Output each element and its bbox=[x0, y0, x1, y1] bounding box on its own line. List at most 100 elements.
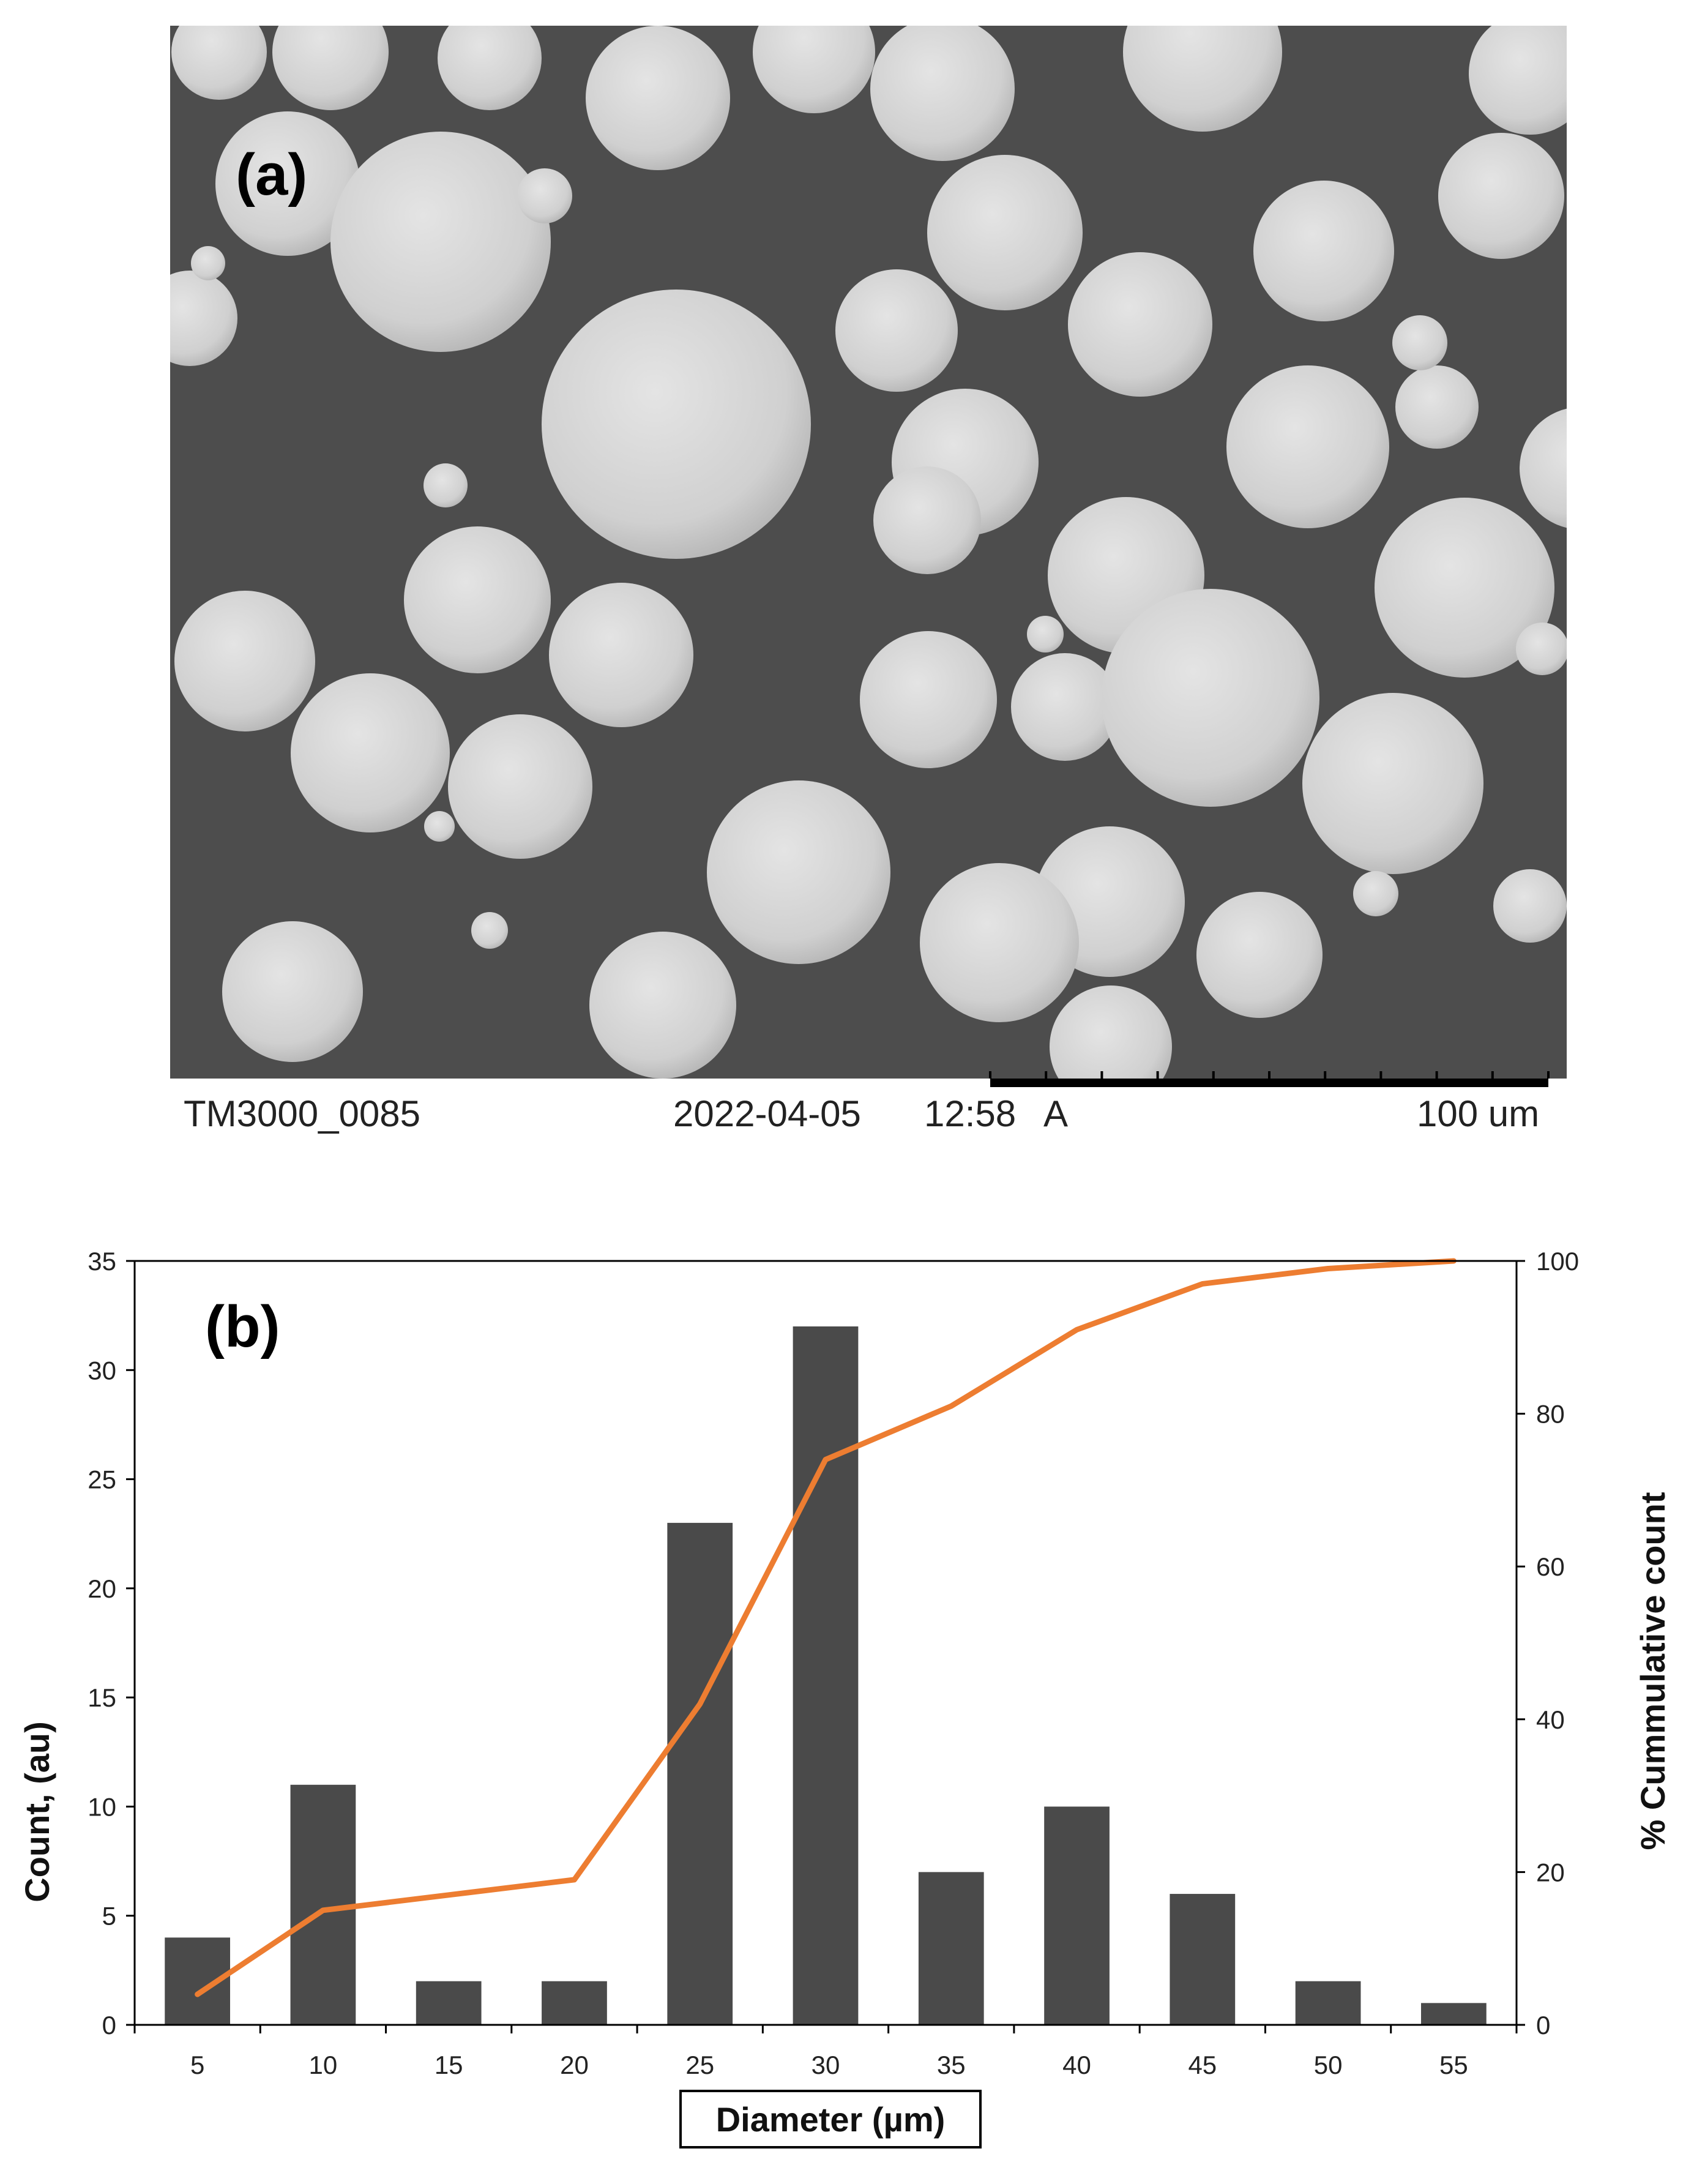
powder-particle bbox=[835, 269, 958, 392]
powder-particle bbox=[586, 26, 730, 170]
x-tick-label: 35 bbox=[937, 2051, 966, 2079]
powder-particle bbox=[1102, 589, 1319, 807]
y-tick-label: 10 bbox=[88, 1792, 116, 1821]
y2-tick-label: 100 bbox=[1536, 1247, 1579, 1276]
y-tick-label: 20 bbox=[88, 1574, 116, 1603]
bar-10 bbox=[290, 1784, 356, 2025]
y2-tick-label: 20 bbox=[1536, 1858, 1565, 1887]
sem-info-date: 2022-04-05 bbox=[673, 1093, 861, 1134]
powder-particle bbox=[1469, 26, 1567, 135]
powder-particle bbox=[1226, 365, 1389, 528]
powder-particle bbox=[171, 26, 267, 100]
powder-particle bbox=[1520, 408, 1567, 528]
powder-particle bbox=[170, 271, 237, 366]
y2-tick-label: 60 bbox=[1536, 1552, 1565, 1581]
sem-info-mode: A bbox=[1043, 1093, 1069, 1134]
y-tick-label: 35 bbox=[88, 1247, 116, 1276]
y-tick-label: 25 bbox=[88, 1465, 116, 1494]
powder-particle bbox=[438, 26, 542, 110]
powder-particle bbox=[174, 591, 315, 731]
powder-particle bbox=[424, 463, 468, 507]
powder-particle bbox=[1353, 871, 1398, 916]
powder-particle bbox=[589, 932, 736, 1079]
x-tick-label: 45 bbox=[1188, 2051, 1217, 2079]
powder-particle bbox=[1050, 985, 1172, 1079]
powder-particle bbox=[1027, 616, 1064, 653]
powder-particle bbox=[191, 246, 225, 280]
chart-axes bbox=[133, 1260, 1518, 2026]
scale-bar bbox=[990, 1079, 1548, 1087]
y-tick-label: 30 bbox=[88, 1356, 116, 1385]
bar-50 bbox=[1295, 1981, 1361, 2025]
powder-particle bbox=[1011, 653, 1119, 761]
chart-ticks: 0 5 10 15 20 25 30 35 0 20 40 60 80 100 5 10 15 20 25 30 35 4… bbox=[88, 1247, 1579, 2079]
y-tick-label: 0 bbox=[102, 2011, 116, 2040]
powder-particle bbox=[1253, 181, 1394, 321]
powder-particle bbox=[1068, 252, 1212, 397]
powder-particle bbox=[222, 921, 363, 1062]
powder-particle bbox=[1493, 869, 1567, 943]
y-tick-label: 15 bbox=[88, 1683, 116, 1712]
sem-particles bbox=[170, 26, 1567, 1079]
y-axis-title: Count, (au) bbox=[18, 1721, 56, 1902]
scale-bar-label: 100 um bbox=[1417, 1093, 1540, 1134]
x-tick-label: 55 bbox=[1439, 2051, 1468, 2079]
bar-55 bbox=[1420, 2003, 1487, 2025]
x-tick-label: 15 bbox=[435, 2051, 463, 2079]
scale-bar-ticks bbox=[989, 1071, 1550, 1079]
powder-particle bbox=[920, 863, 1079, 1022]
cumulative-line bbox=[195, 1258, 1457, 1997]
x-axis-title-box bbox=[679, 2090, 982, 2148]
bar-25 bbox=[667, 1522, 733, 2025]
powder-particle bbox=[542, 290, 811, 559]
x-tick-label: 10 bbox=[309, 2051, 338, 2079]
sem-panel: (a) TM3000_0085 2022-04-05 12:58 A 100 u… bbox=[170, 26, 1567, 1134]
bar-35 bbox=[918, 1872, 984, 2025]
chart-panel: 0 5 10 15 20 25 30 35 0 20 40 60 80 100 5 10 15 20 25 30 35 4… bbox=[0, 1200, 1694, 2184]
y-tick-label: 5 bbox=[102, 1902, 116, 1931]
bar-15 bbox=[416, 1981, 482, 2025]
powder-particle bbox=[1395, 365, 1479, 449]
powder-particle bbox=[424, 811, 455, 842]
powder-particle bbox=[1302, 693, 1483, 874]
y2-axis-title: % Cummulative count bbox=[1633, 1492, 1672, 1850]
bar-series bbox=[165, 1326, 1487, 2025]
sem-info-id: TM3000_0085 bbox=[184, 1093, 420, 1134]
x-tick-label: 40 bbox=[1062, 2051, 1091, 2079]
bar-45 bbox=[1170, 1894, 1236, 2025]
powder-particle bbox=[215, 111, 360, 256]
sem-micrograph: (a) bbox=[170, 26, 1567, 1087]
powder-particle bbox=[1123, 26, 1282, 132]
powder-particle bbox=[291, 673, 450, 832]
powder-particle bbox=[330, 132, 551, 352]
powder-particle bbox=[1438, 133, 1564, 259]
chart-panel-label: (b) bbox=[205, 1294, 280, 1359]
sem-panel-label: (a) bbox=[236, 142, 307, 208]
powder-particle bbox=[448, 714, 592, 859]
powder-particle bbox=[404, 526, 551, 673]
x-tick-label: 50 bbox=[1314, 2051, 1343, 2079]
bar-30 bbox=[793, 1326, 859, 2025]
powder-particle bbox=[870, 26, 1015, 161]
powder-particle bbox=[272, 26, 389, 110]
powder-particle bbox=[860, 631, 997, 768]
y2-tick-label: 0 bbox=[1536, 2011, 1550, 2040]
powder-particle bbox=[753, 26, 875, 113]
powder-particle bbox=[1516, 623, 1567, 675]
powder-particle bbox=[1375, 498, 1554, 678]
powder-particle bbox=[549, 583, 693, 727]
bar-20 bbox=[542, 1981, 607, 2025]
x-tick-label: 5 bbox=[190, 2051, 204, 2079]
powder-particle bbox=[927, 155, 1083, 310]
particle-size-chart: 0 5 10 15 20 25 30 35 0 20 40 60 80 100 5 10 15 20 25 30 35 4… bbox=[18, 1247, 1672, 2148]
x-tick-label: 25 bbox=[685, 2051, 714, 2079]
y2-tick-label: 80 bbox=[1536, 1400, 1565, 1429]
sem-info-time: 12:58 bbox=[924, 1093, 1017, 1134]
bar-40 bbox=[1044, 1806, 1110, 2025]
powder-particle bbox=[471, 912, 508, 949]
x-axis-title: Diameter (µm) bbox=[716, 2100, 946, 2139]
powder-particle bbox=[873, 466, 981, 574]
x-tick-label: 20 bbox=[560, 2051, 589, 2079]
powder-particle bbox=[1196, 892, 1323, 1018]
y2-tick-label: 40 bbox=[1536, 1705, 1565, 1734]
